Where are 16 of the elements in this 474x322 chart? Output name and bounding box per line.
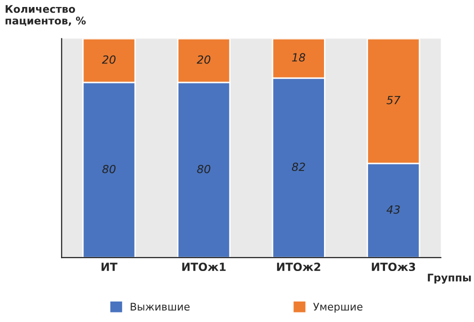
data-label: 82	[292, 162, 305, 172]
data-label: 20	[102, 55, 116, 64]
data-label: 80	[197, 164, 210, 174]
data-label: 20	[196, 55, 210, 64]
x-tick-label: ИТОж3	[372, 262, 416, 272]
data-label: 43	[386, 205, 400, 214]
y-axis-title: Количество пациентов, %	[6, 5, 86, 26]
x-tick-label: ИТОж1	[182, 262, 226, 272]
data-label: 80	[102, 164, 116, 174]
legend-label: Умершие	[313, 302, 362, 313]
x-tick-label: ИТ	[102, 262, 118, 271]
data-label: 18	[292, 53, 306, 62]
data-label: 57	[386, 96, 400, 104]
legend-label: Выжившие	[130, 302, 190, 311]
x-axis-title: Группы	[428, 274, 471, 284]
x-tick-label: ИТОж2	[277, 262, 320, 272]
